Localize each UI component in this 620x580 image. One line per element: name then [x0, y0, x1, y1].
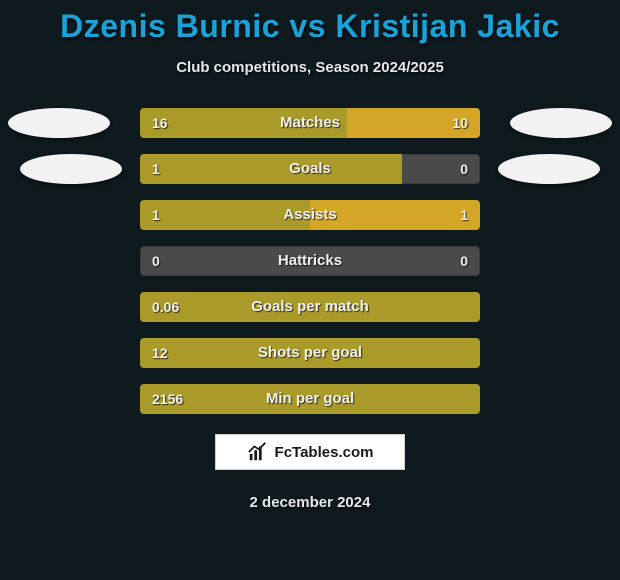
metric-row: 0Hattricks0 — [0, 246, 620, 276]
metric-bar: 1Assists1 — [140, 200, 480, 230]
metric-bar: 0.06Goals per match — [140, 292, 480, 322]
metric-bar: 1Goals0 — [140, 154, 480, 184]
metric-label: Goals per match — [140, 292, 480, 322]
metric-row: 12Shots per goal — [0, 338, 620, 368]
metric-row: 1Assists1 — [0, 200, 620, 230]
metric-row: 0.06Goals per match — [0, 292, 620, 322]
metric-value-right: 0 — [460, 246, 468, 276]
metric-bar: 0Hattricks0 — [140, 246, 480, 276]
metrics-list: 16Matches101Goals01Assists10Hattricks00.… — [0, 108, 620, 414]
metric-label: Hattricks — [140, 246, 480, 276]
metric-label: Assists — [140, 200, 480, 230]
metric-row: 1Goals0 — [0, 154, 620, 184]
page-title: Dzenis Burnic vs Kristijan Jakic — [0, 8, 620, 45]
metric-bar: 16Matches10 — [140, 108, 480, 138]
metric-bar: 12Shots per goal — [140, 338, 480, 368]
player-team-oval — [498, 154, 600, 184]
metric-row: 16Matches10 — [0, 108, 620, 138]
metric-row: 2156Min per goal — [0, 384, 620, 414]
player-avatar-oval — [8, 108, 110, 138]
date-label: 2 december 2024 — [0, 494, 620, 511]
metric-label: Min per goal — [140, 384, 480, 414]
attribution-text: FcTables.com — [275, 444, 374, 461]
attribution-badge: FcTables.com — [215, 434, 405, 470]
chart-icon — [247, 441, 269, 463]
comparison-card: Dzenis Burnic vs Kristijan Jakic Club co… — [0, 0, 620, 580]
metric-label: Shots per goal — [140, 338, 480, 368]
metric-bar: 2156Min per goal — [140, 384, 480, 414]
metric-label: Goals — [140, 154, 480, 184]
metric-value-right: 1 — [460, 200, 468, 230]
page-subtitle: Club competitions, Season 2024/2025 — [0, 59, 620, 76]
metric-value-right: 0 — [460, 154, 468, 184]
player-avatar-oval — [510, 108, 612, 138]
player-team-oval — [20, 154, 122, 184]
metric-value-right: 10 — [452, 108, 468, 138]
metric-label: Matches — [140, 108, 480, 138]
